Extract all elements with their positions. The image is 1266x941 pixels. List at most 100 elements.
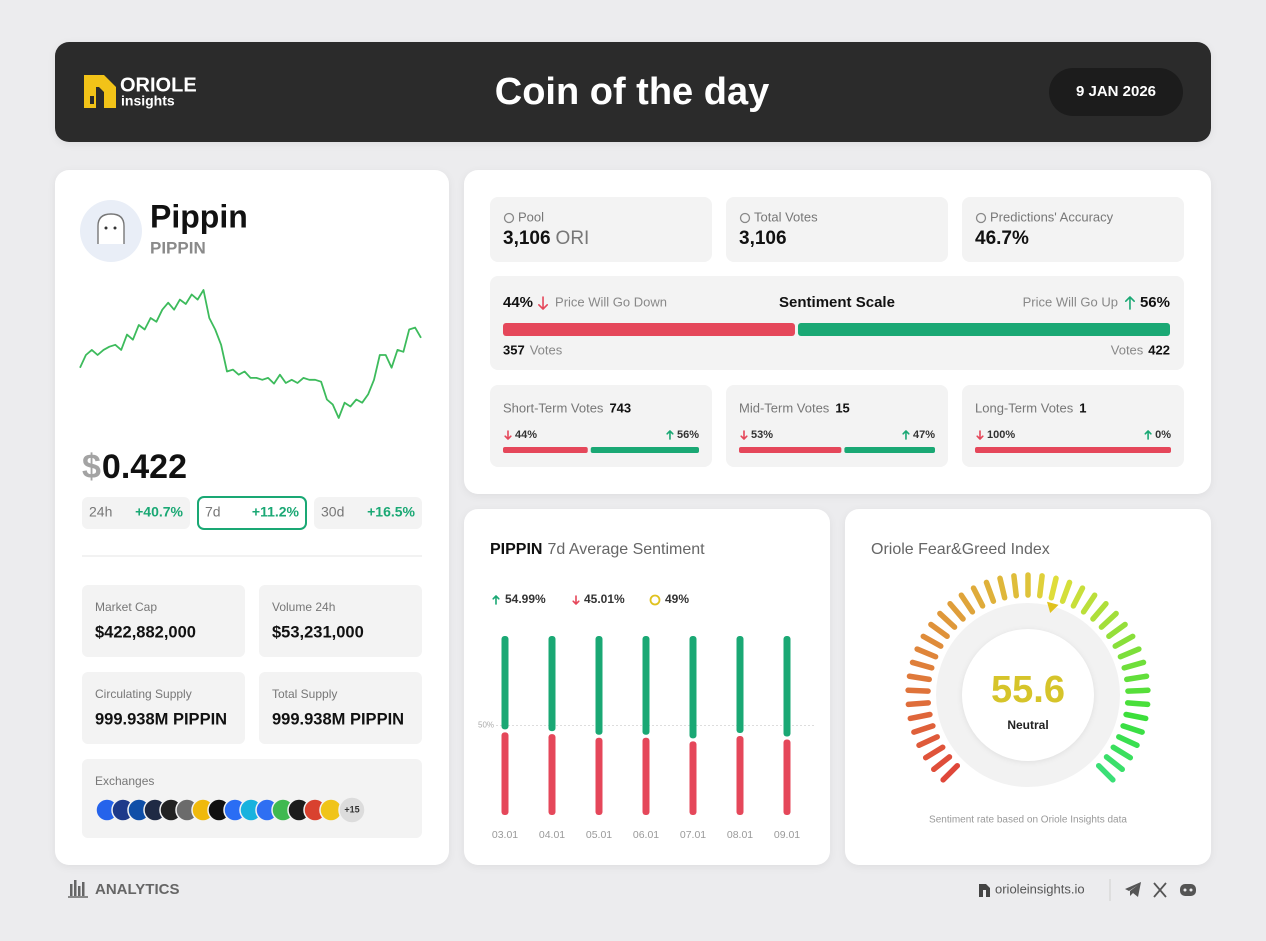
vote-stat-value: 3,106 (503, 228, 551, 249)
vote-stat-tile (726, 197, 948, 262)
legend-entry: 45.01% (584, 592, 625, 606)
gauge-tick (1048, 575, 1059, 601)
down-votes-word: Votes (530, 342, 563, 357)
x-tick-label: 06.01 (633, 829, 659, 841)
gauge-tick (931, 754, 953, 773)
sentiment-bar (689, 741, 697, 815)
vote-stat-icon (739, 212, 751, 224)
legend-neutral-icon (649, 594, 661, 606)
site-icon (979, 884, 990, 897)
date: 9 JAN 2026 (1076, 83, 1156, 100)
x-tick-label: 03.01 (492, 829, 518, 841)
price-line (79, 289, 422, 419)
stat-value: 999.938M PIPPIN (272, 710, 404, 728)
term-tile (490, 385, 712, 467)
down-text: Price Will Go Down (555, 294, 667, 309)
gauge-pointer (1046, 601, 1059, 613)
coin-name: Pippin (150, 198, 248, 234)
sentiment-bar (595, 737, 603, 815)
gauge-tick (1103, 754, 1125, 773)
term-down-bar (739, 447, 842, 453)
change-period: 7d (205, 504, 221, 520)
gauge-tick (1059, 579, 1073, 604)
stat-tile (82, 585, 245, 657)
telegram-icon (1125, 882, 1141, 897)
gauge-title: Oriole Fear&Greed Index (871, 541, 1050, 558)
term-up-percent: 56% (677, 429, 699, 441)
sentiment-bar (548, 734, 556, 815)
term-label: Short-Term Votes (503, 400, 604, 415)
change-pill (82, 497, 190, 529)
gauge-value: 55.6 (991, 669, 1065, 711)
exchange-more-badge (338, 796, 366, 824)
sentiment-scale-title: Sentiment Scale (779, 294, 895, 311)
stat-label: Circulating Supply (95, 687, 192, 701)
gauge-tick (905, 687, 931, 694)
vote-stat-tile (962, 197, 1184, 262)
gauge-tick (1120, 723, 1145, 735)
arrow-up-icon (492, 595, 500, 605)
stat-value: $53,231,000 (272, 623, 364, 641)
sentiment-bar (736, 735, 744, 815)
gauge-face (962, 629, 1094, 761)
change-period: 30d (321, 504, 344, 520)
vote-stat-icon (503, 212, 515, 224)
sentiment-bar (689, 636, 697, 739)
analytics-icon-bar (74, 880, 77, 896)
vote-stat-unit: ORI (556, 228, 590, 249)
change-pill (197, 496, 307, 530)
sentiment-bar (595, 636, 603, 735)
gauge-tick (997, 575, 1008, 601)
stat-tile (82, 672, 245, 744)
sentiment-bar (783, 739, 791, 815)
reference-label: 50% (478, 721, 494, 730)
vote-stat-value: 46.7% (975, 228, 1029, 249)
gauge-tick (1070, 585, 1086, 609)
gauge-tick (947, 601, 966, 622)
x-tick-label: 09.01 (774, 829, 800, 841)
stat-label: Total Supply (272, 687, 337, 701)
stat-tile (259, 672, 422, 744)
discord-icon-eye (1183, 888, 1187, 892)
term-up-percent: 47% (913, 429, 935, 441)
gauge-tick (1110, 744, 1134, 761)
page-title: Coin of the day (495, 71, 769, 113)
term-count: 15 (835, 400, 849, 415)
footer-section: ANALYTICS (95, 881, 179, 898)
analytics-icon-bar (82, 882, 85, 896)
discord-icon-eye (1189, 888, 1193, 892)
gauge-tick (1112, 633, 1136, 649)
coin-avatar-figure (97, 213, 125, 244)
gauge-tick (1123, 711, 1149, 722)
stat-tile (259, 585, 422, 657)
gauge-label: Neutral (1007, 718, 1048, 732)
gauge-tick (1080, 592, 1098, 615)
date-pill (1049, 68, 1183, 116)
gauge-tick (1095, 762, 1116, 783)
gauge-tick (1124, 700, 1151, 708)
vote-stat-value: 3,106 (739, 228, 787, 249)
sentiment-bar (501, 732, 509, 815)
change-value: +40.7% (135, 504, 183, 520)
term-up-bar (844, 447, 935, 453)
discord-icon (1180, 884, 1196, 896)
sentiment-bar (642, 737, 650, 815)
gauge-tick (911, 723, 936, 735)
gauge-tick (983, 579, 997, 604)
change-period: 24h (89, 504, 112, 520)
gauge-tick (1117, 646, 1142, 660)
down-votes: 357 (503, 342, 525, 357)
sentiment-bar (501, 636, 509, 730)
term-up-bar (590, 447, 699, 453)
arrow-down-icon (572, 595, 580, 605)
analytics-icon-bar (78, 886, 81, 896)
arrow-up-icon (1144, 430, 1152, 440)
up-text: Price Will Go Up (1023, 294, 1118, 309)
gauge-tick (907, 711, 933, 722)
gauge-tick (920, 633, 944, 649)
header-bar (55, 42, 1211, 142)
logo-text: ORIOLE (120, 74, 197, 96)
gauge-tick (1090, 601, 1109, 622)
gauge-tick (1106, 621, 1128, 639)
